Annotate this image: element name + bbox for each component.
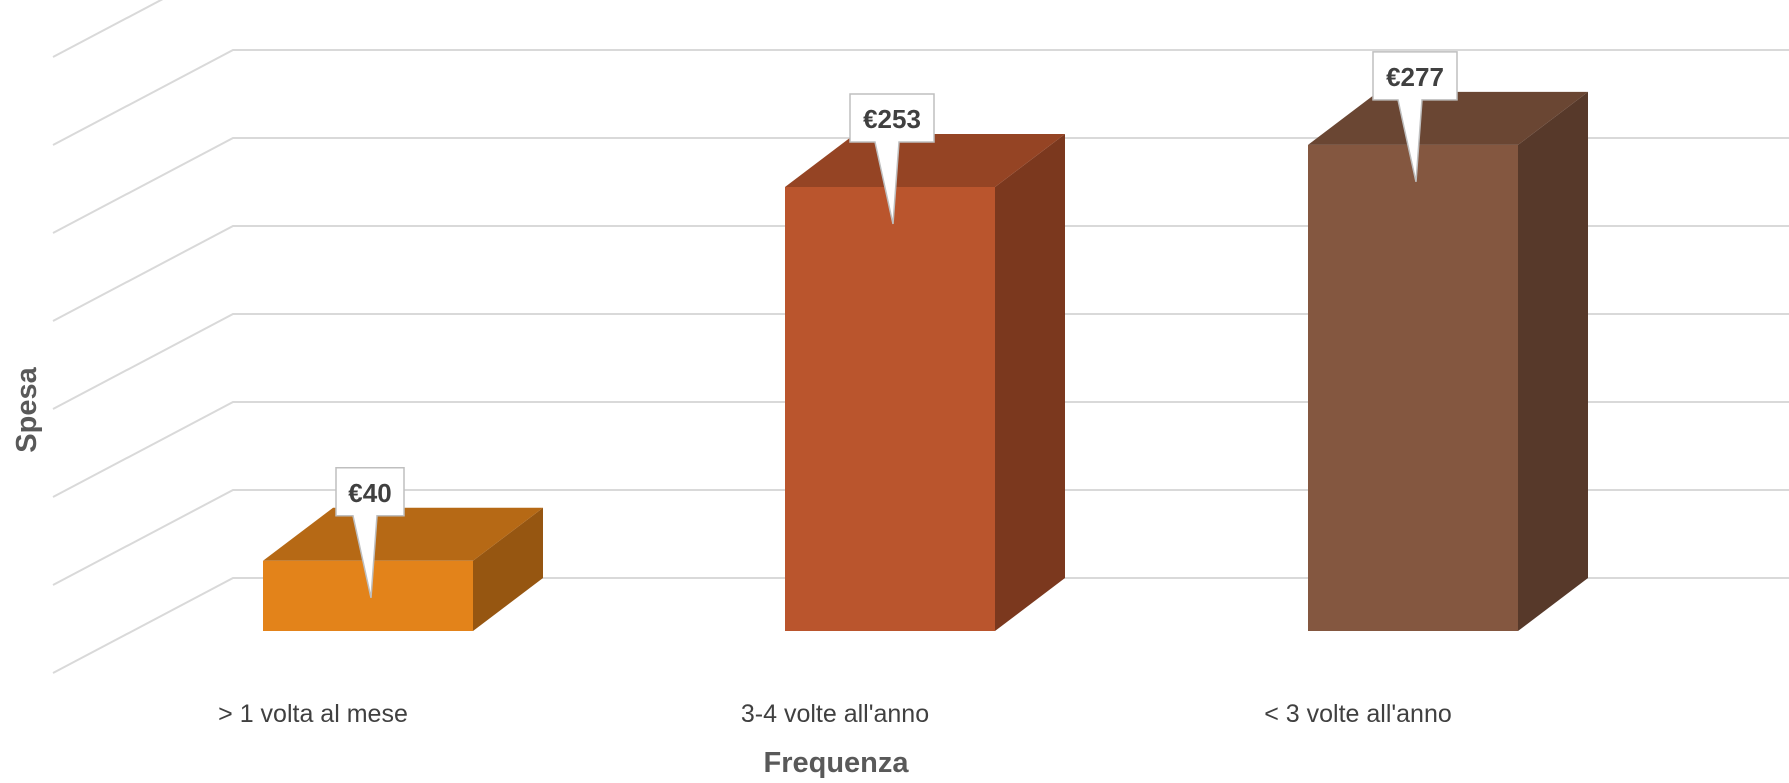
data-label: €40 (335, 467, 405, 598)
gridline (52, 0, 164, 58)
gridline (52, 49, 1789, 146)
data-labels: €40 €253 €277 (335, 51, 1458, 598)
data-label-text: €253 (863, 104, 921, 134)
bar-side (473, 507, 543, 631)
bar-top (263, 507, 543, 561)
data-label: €277 (1372, 51, 1458, 183)
data-label-callout (335, 467, 405, 598)
data-label-text: €40 (348, 478, 391, 508)
bar-side (995, 134, 1065, 631)
data-label-callout (849, 93, 935, 225)
x-tick-label: < 3 volte all'anno (1264, 700, 1452, 728)
bar-top (1308, 91, 1588, 145)
bar-top (785, 134, 1065, 187)
gridline (52, 313, 1789, 410)
x-axis-title: Frequenza (763, 747, 909, 779)
bar (785, 134, 1065, 631)
gridline (52, 577, 1789, 674)
bar-side (1518, 91, 1588, 632)
y-axis-title: Spesa (11, 366, 43, 452)
x-tick-label: > 1 volta al mese (218, 700, 408, 728)
data-label-text: €277 (1386, 62, 1444, 92)
gridline (52, 225, 1789, 322)
bar-front (785, 187, 995, 631)
bar-front (1308, 144, 1518, 632)
data-label: €253 (849, 93, 935, 225)
data-label-callout (1372, 51, 1458, 183)
x-tick-label: 3-4 volte all'anno (741, 700, 929, 728)
bars (263, 91, 1588, 632)
bar (1308, 91, 1588, 632)
gridline (52, 489, 1789, 586)
gridline (52, 401, 1789, 498)
gridline (52, 137, 1789, 234)
bar (263, 507, 543, 631)
gridlines (52, 0, 1789, 674)
